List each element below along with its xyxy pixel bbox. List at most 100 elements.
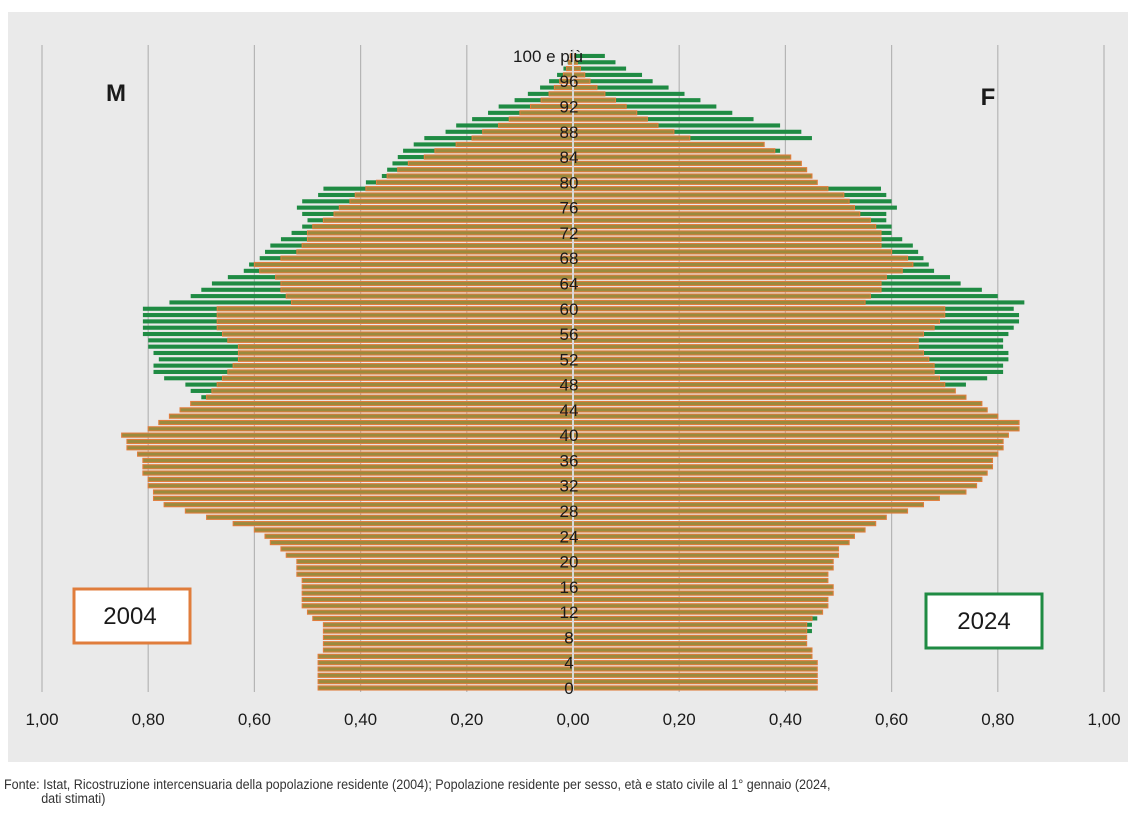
- bar-2004-f-71: [572, 236, 882, 242]
- bar-2004-f-77: [572, 198, 850, 204]
- bar-2004-f-52: [572, 356, 930, 362]
- bar-2004-m-2: [317, 672, 574, 678]
- bar-2004-f-7: [572, 641, 808, 647]
- bar-2024-f-89: [573, 123, 781, 128]
- bar-2004-m-79: [365, 186, 574, 192]
- bar-2004-f-89: [572, 122, 659, 129]
- bar-2004-m-30: [152, 495, 574, 501]
- bar-2004-f-70: [572, 242, 882, 249]
- bar-2004-f-83: [572, 160, 802, 166]
- legend-2024-label: 2024: [957, 608, 1010, 635]
- bar-2004-m-4: [317, 660, 574, 666]
- bar-2004-m-68: [280, 255, 574, 261]
- bar-2004-m-78: [354, 192, 574, 198]
- gridlines: [41, 45, 1105, 692]
- age-label-12: 12: [560, 603, 579, 622]
- bar-2004-m-85: [434, 148, 574, 154]
- bar-2004-f-67: [572, 261, 914, 268]
- age-label-60: 60: [560, 300, 579, 319]
- bar-2004-f-26: [572, 521, 877, 527]
- bar-2004-f-2: [572, 672, 818, 678]
- bar-2004-m-44: [179, 407, 574, 413]
- bar-2024-f-95: [573, 85, 669, 90]
- bar-2004-m-77: [349, 198, 574, 204]
- x-tick-4: 0,20: [450, 710, 483, 729]
- bar-2024-f-92: [573, 104, 717, 109]
- bar-2004-f-58: [572, 318, 940, 324]
- x-tick-5: 0,00: [556, 710, 589, 729]
- age-label-20: 20: [560, 553, 579, 572]
- age-labels: 0481216202428323640444852566064687276808…: [513, 47, 583, 698]
- bar-2004-m-69: [296, 249, 574, 255]
- bar-2004-f-74: [572, 217, 871, 223]
- bar-2004-m-38: [126, 445, 574, 451]
- bar-2004-m-62: [285, 293, 574, 299]
- bar-2004-f-61: [572, 299, 866, 306]
- age-label-64: 64: [560, 274, 579, 293]
- bar-2004-m-94: [548, 91, 574, 97]
- bar-2004-f-20: [572, 558, 834, 565]
- bar-2004-m-51: [232, 363, 574, 369]
- bar-2004-m-90: [508, 116, 574, 122]
- age-label-68: 68: [560, 249, 579, 268]
- bar-2004-f-10: [572, 622, 808, 628]
- bar-2024-f-94: [573, 91, 685, 96]
- bar-2004-m-37: [137, 451, 574, 457]
- legend-2004: 2004: [72, 587, 192, 645]
- bar-2004-f-16: [572, 584, 834, 590]
- bar-2004-m-67: [253, 261, 574, 268]
- bar-2004-m-57: [216, 325, 574, 331]
- bar-2004-m-16: [301, 584, 574, 590]
- bar-2004-f-39: [572, 438, 1004, 445]
- bar-2004-m-17: [301, 577, 574, 584]
- bar-2004-f-75: [572, 211, 861, 217]
- age-label-36: 36: [560, 451, 579, 470]
- age-label-16: 16: [560, 578, 579, 597]
- bar-2004-m-66: [259, 268, 574, 274]
- bar-2004-m-9: [322, 628, 574, 634]
- bar-2004-f-62: [572, 293, 871, 299]
- bar-2004-f-64: [572, 280, 882, 287]
- age-label-84: 84: [560, 148, 579, 167]
- bar-2004-f-91: [572, 110, 638, 116]
- bar-2004-m-40: [121, 432, 574, 438]
- x-tick-7: 0,40: [769, 710, 802, 729]
- bar-2004-m-11: [312, 615, 574, 622]
- bar-2004-f-27: [572, 514, 887, 520]
- age-label-88: 88: [560, 123, 579, 142]
- bar-2004-f-13: [572, 603, 829, 609]
- bar-2004-f-28: [572, 508, 909, 514]
- source-line-1: Fonte: Istat, Ricostruzione intercensuar…: [4, 777, 831, 792]
- x-tick-labels: 1,00 0,80 0,60 0,40 0,20 0,00 0,20 0,40 0,60 0,80…: [25, 710, 1120, 729]
- bar-2004-f-79: [572, 186, 829, 192]
- x-tick-6: 0,20: [663, 710, 696, 729]
- legend-2024-box: [924, 592, 1044, 650]
- bar-2004-f-87: [572, 135, 691, 141]
- bar-2004-f-53: [572, 350, 925, 356]
- bar-2004-f-93: [572, 97, 617, 103]
- bar-2004-m-61: [291, 299, 574, 306]
- bar-2004-m-49: [221, 375, 574, 381]
- bar-2004-m-35: [142, 464, 574, 470]
- bar-2004-f-19: [572, 565, 834, 571]
- bar-2004-f-84: [572, 154, 792, 160]
- bar-2004-f-54: [572, 344, 919, 350]
- bar-2004-m-0: [317, 685, 574, 691]
- age-label-28: 28: [560, 502, 579, 521]
- x-tick-2: 0,60: [238, 710, 271, 729]
- bar-2004-f-66: [572, 268, 903, 274]
- bar-2004-f-32: [572, 483, 978, 489]
- bar-2004-f-41: [572, 426, 1020, 432]
- bar-2004-m-84: [423, 154, 574, 160]
- bar-2004-f-38: [572, 445, 1004, 451]
- bar-2004-f-15: [572, 590, 834, 596]
- bar-2004-m-73: [312, 223, 574, 230]
- bar-2004-f-14: [572, 596, 829, 603]
- legend-2004-box: [72, 587, 192, 645]
- bar-2004-f-94: [572, 91, 606, 97]
- age-label-40: 40: [560, 426, 579, 445]
- bar-2004-f-80: [572, 179, 818, 185]
- age-label-8: 8: [564, 628, 573, 647]
- bar-2004-f-72: [572, 230, 882, 236]
- x-tick-0: 1,00: [25, 710, 58, 729]
